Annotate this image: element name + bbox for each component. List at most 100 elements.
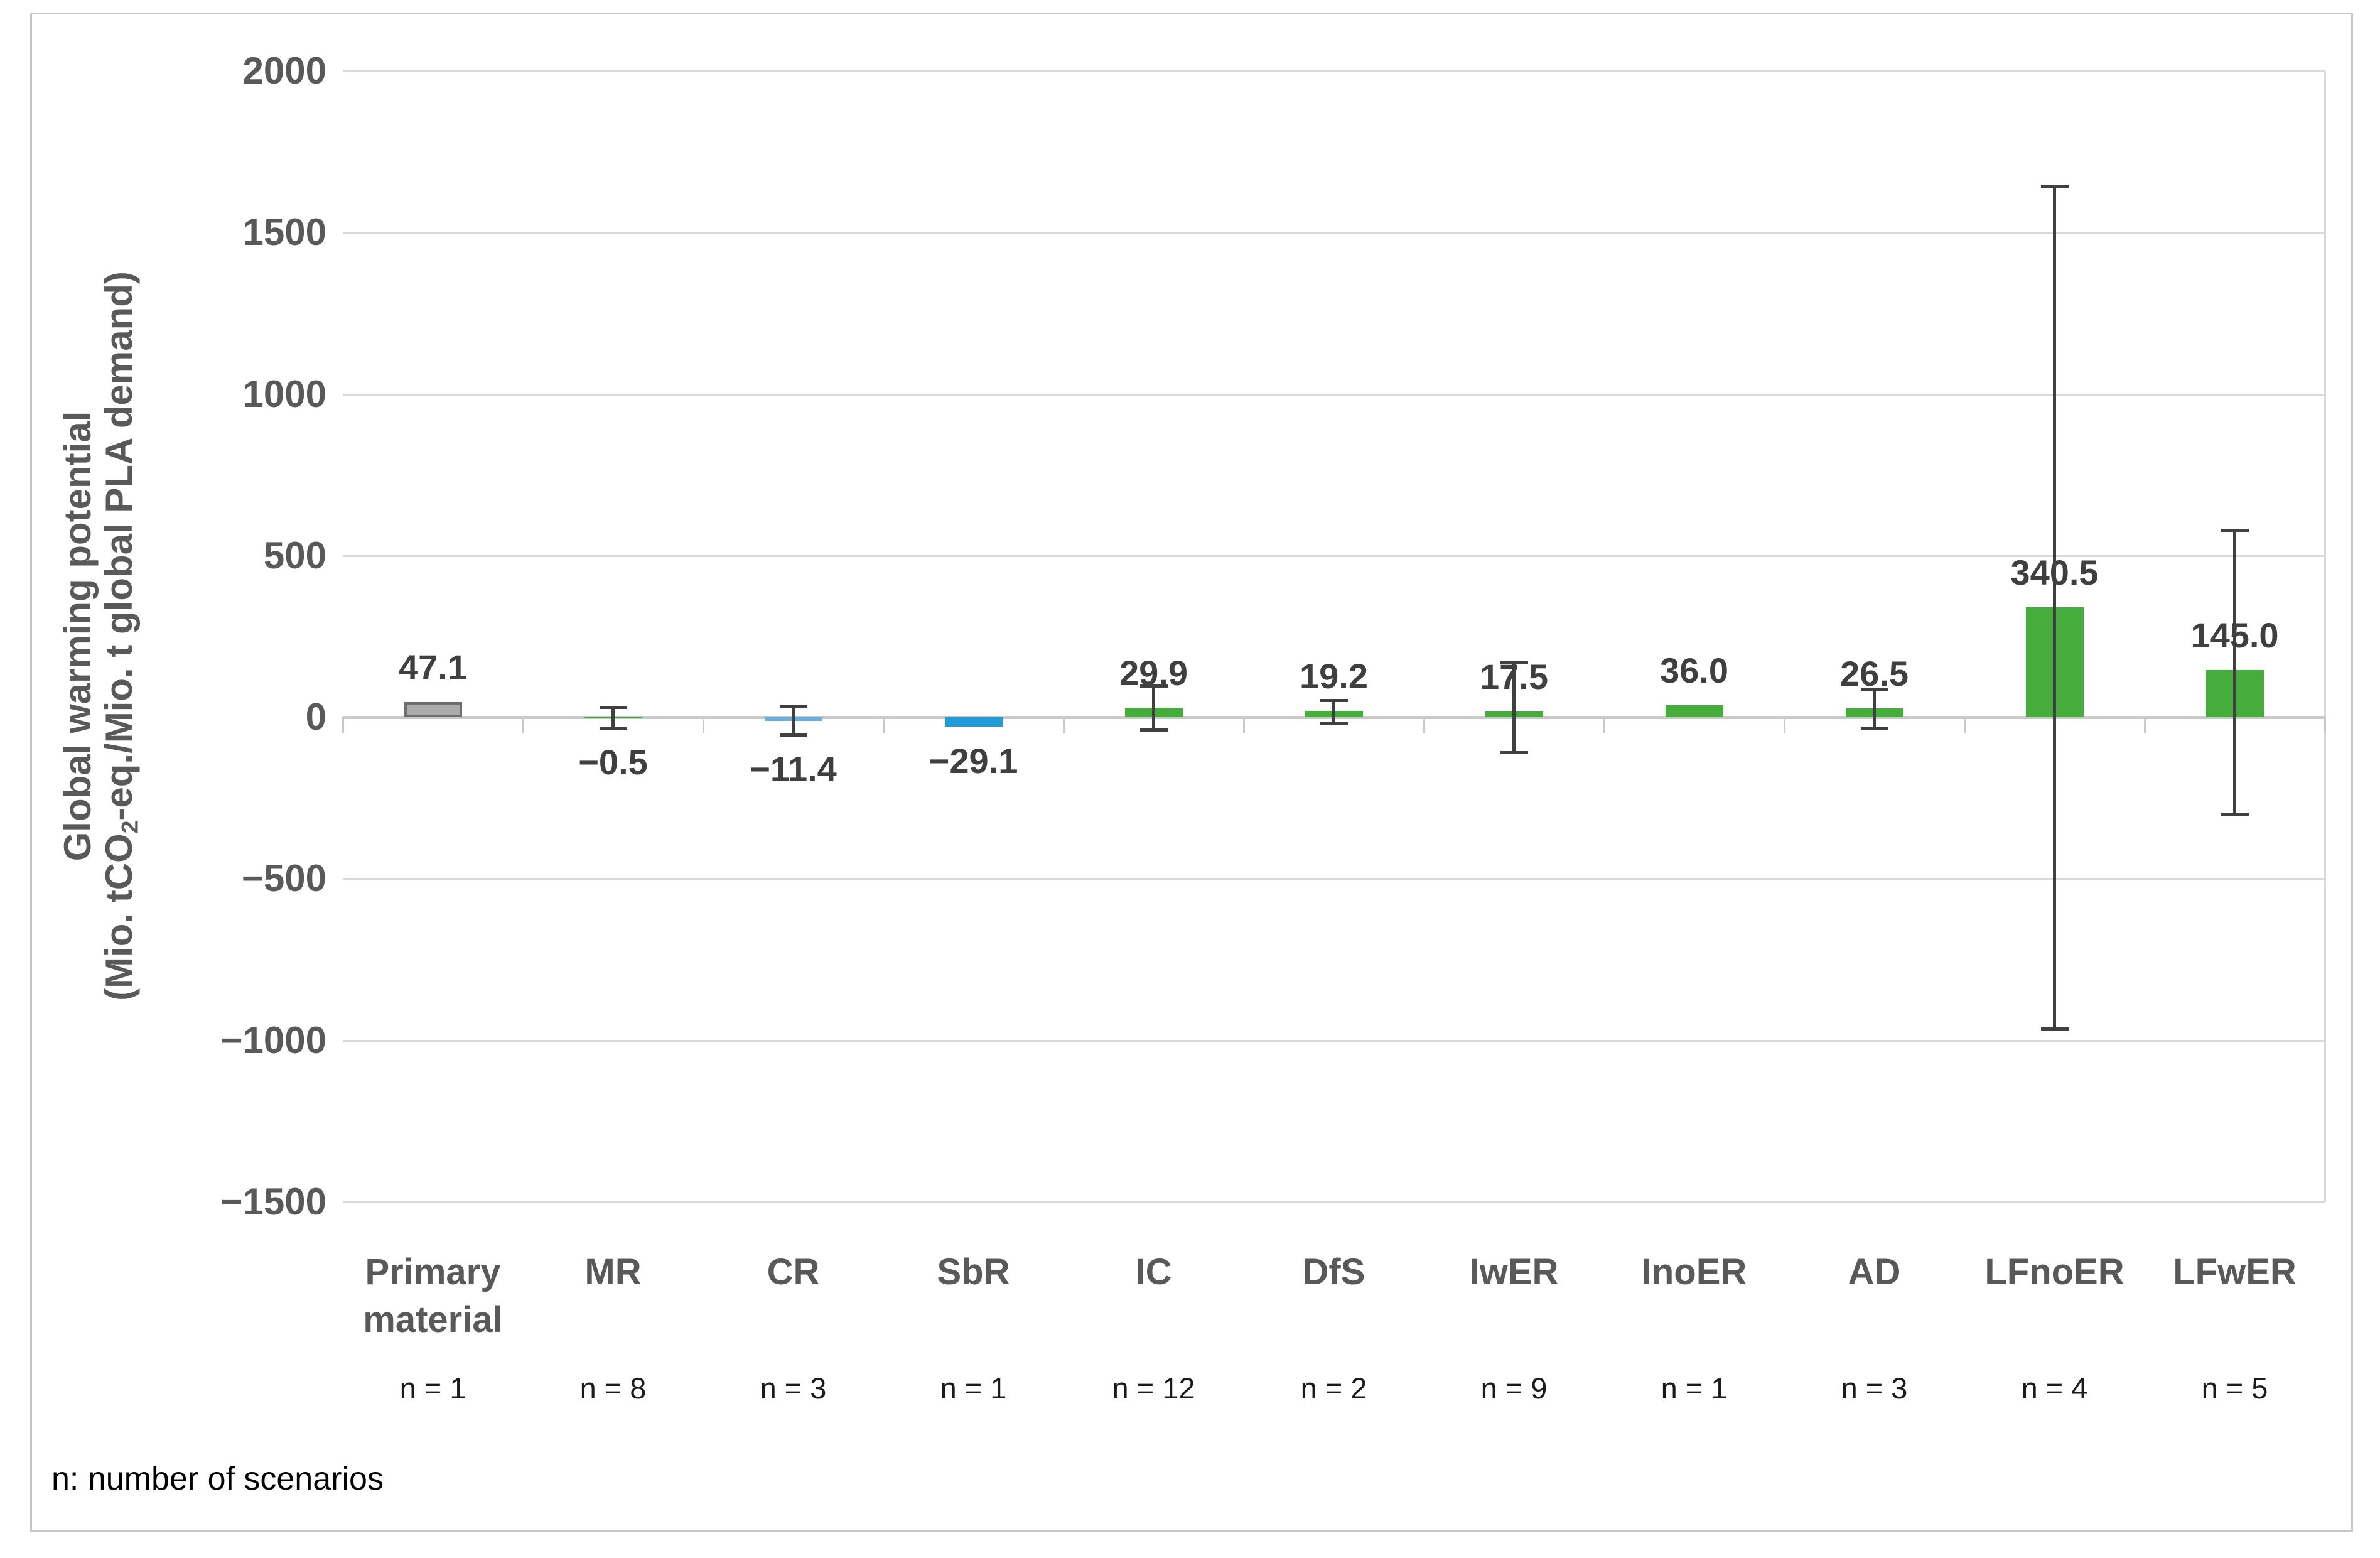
category-label-cr: CR — [674, 1248, 913, 1296]
plot-border-right — [2324, 71, 2326, 1202]
n-label-lfnoer: n = 4 — [2021, 1371, 2088, 1405]
category-label-line: SbR — [937, 1252, 1010, 1292]
y-tick-label: 1000 — [242, 372, 326, 415]
category-label-line: LFwER — [2173, 1252, 2297, 1292]
figure-border — [30, 13, 2353, 1532]
value-label-iwer: 17.5 — [1480, 656, 1548, 696]
category-label-line: IwER — [1469, 1252, 1559, 1292]
y-tick-label: 0 — [305, 696, 326, 738]
error-bar-cap-bottom-cr — [779, 733, 807, 737]
category-label-line: MR — [584, 1252, 642, 1292]
footnote: n: number of scenarios — [51, 1461, 384, 1497]
x-axis-tick — [2324, 717, 2326, 733]
value-label-ad: 26.5 — [1840, 654, 1909, 694]
error-bar-cap-top-lfnoer — [2040, 184, 2069, 188]
error-bar-cap-top-dfs — [1320, 699, 1348, 703]
error-bar-cap-top-cr — [779, 705, 807, 708]
error-bar-cap-bottom-dfs — [1320, 722, 1348, 726]
error-bar-cap-top-iwer — [1500, 661, 1528, 664]
gridline-−500 — [343, 878, 2325, 880]
error-bar-cap-bottom-ad — [1860, 727, 1888, 730]
n-label-cr: n = 3 — [760, 1371, 827, 1405]
x-axis-tick — [883, 717, 885, 733]
category-label-line: LFnoER — [1984, 1252, 2124, 1292]
gridline-500 — [343, 554, 2325, 557]
gridline-−1500 — [343, 1201, 2325, 1203]
bar-sbr — [944, 717, 1003, 727]
error-bar-line-ad — [1873, 689, 1876, 728]
x-axis-tick — [342, 717, 344, 733]
value-label-lfnoer: 340.5 — [2010, 552, 2099, 592]
error-bar-cap-bottom-iwer — [1500, 750, 1528, 754]
y-tick-label: −1000 — [220, 1019, 326, 1061]
value-label-dfs: 19.2 — [1300, 656, 1368, 696]
y-tick-label: 1500 — [242, 211, 326, 254]
x-axis-tick — [703, 717, 704, 733]
category-label-line: material — [363, 1299, 503, 1340]
gridline-1000 — [343, 393, 2325, 396]
value-label-lfwer: 145.0 — [2190, 615, 2279, 656]
category-label-inoer: InoER — [1575, 1248, 1814, 1296]
n-label-iwer: n = 9 — [1480, 1371, 1548, 1405]
x-axis-tick — [1784, 717, 1785, 733]
category-label-ic: IC — [1035, 1248, 1273, 1296]
bar-inoer — [1665, 705, 1723, 717]
x-axis-tick — [1423, 717, 1425, 733]
error-bar-line-dfs — [1332, 700, 1335, 724]
error-bar-cap-top-ic — [1139, 684, 1168, 688]
y-tick-label: 2000 — [242, 50, 326, 92]
error-bar-line-cr — [792, 706, 795, 735]
n-label-dfs: n = 2 — [1300, 1371, 1367, 1405]
value-label-ic: 29.9 — [1119, 652, 1188, 693]
error-bar-cap-top-lfwer — [2221, 528, 2249, 532]
bar-primary-material — [404, 701, 462, 717]
x-axis-tick — [2144, 717, 2146, 733]
n-label-ic: n = 12 — [1112, 1371, 1195, 1405]
error-bar-line-mr — [611, 706, 615, 728]
n-label-inoer: n = 1 — [1661, 1371, 1728, 1405]
n-label-sbr: n = 1 — [940, 1371, 1007, 1405]
x-axis-tick — [522, 717, 524, 733]
value-label-cr: −11.4 — [750, 749, 837, 789]
gridline-2000 — [343, 70, 2325, 72]
error-bar-cap-bottom-ic — [1139, 728, 1168, 732]
error-bar-cap-bottom-mr — [599, 726, 627, 730]
category-label-primary-material: Primary material — [314, 1248, 552, 1344]
value-label-primary-material: 47.1 — [399, 647, 467, 687]
category-label-lfwer: LFwER — [2116, 1248, 2354, 1296]
y-tick-label: −1500 — [220, 1180, 326, 1223]
n-label-ad: n = 3 — [1841, 1371, 1908, 1405]
category-label-line: InoER — [1641, 1252, 1747, 1292]
value-label-sbr: −29.1 — [929, 740, 1018, 781]
category-label-sbr: SbR — [854, 1248, 1093, 1296]
category-label-line: DfS — [1302, 1252, 1365, 1292]
x-axis-tick — [1603, 717, 1605, 733]
category-label-line: Primary — [365, 1252, 501, 1292]
n-label-mr: n = 8 — [579, 1371, 647, 1405]
error-bar-cap-bottom-lfnoer — [2040, 1027, 2069, 1031]
category-label-line: IC — [1135, 1252, 1172, 1292]
n-label-primary-material: n = 1 — [399, 1371, 466, 1405]
error-bar-cap-top-mr — [599, 705, 627, 709]
gridline-1500 — [343, 232, 2325, 234]
x-axis-tick — [1063, 717, 1065, 733]
error-bar-cap-bottom-lfwer — [2221, 813, 2249, 816]
error-bar-line-lfnoer — [2053, 185, 2056, 1029]
value-label-inoer: 36.0 — [1660, 651, 1728, 691]
y-tick-label: −500 — [241, 857, 326, 900]
x-axis-tick — [1243, 717, 1245, 733]
x-axis-tick — [1964, 717, 1966, 733]
category-label-mr: MR — [494, 1248, 733, 1296]
category-label-dfs: DfS — [1215, 1248, 1453, 1296]
y-tick-label: 500 — [263, 534, 326, 576]
category-label-line: AD — [1848, 1252, 1901, 1292]
gridline-−1000 — [343, 1039, 2325, 1042]
n-label-lfwer: n = 5 — [2201, 1371, 2268, 1405]
error-bar-line-ic — [1152, 686, 1155, 730]
category-label-iwer: IwER — [1395, 1248, 1634, 1296]
error-bar-line-iwer — [1512, 662, 1516, 752]
category-label-line: CR — [767, 1252, 820, 1292]
error-bar-line-lfwer — [2233, 529, 2236, 814]
